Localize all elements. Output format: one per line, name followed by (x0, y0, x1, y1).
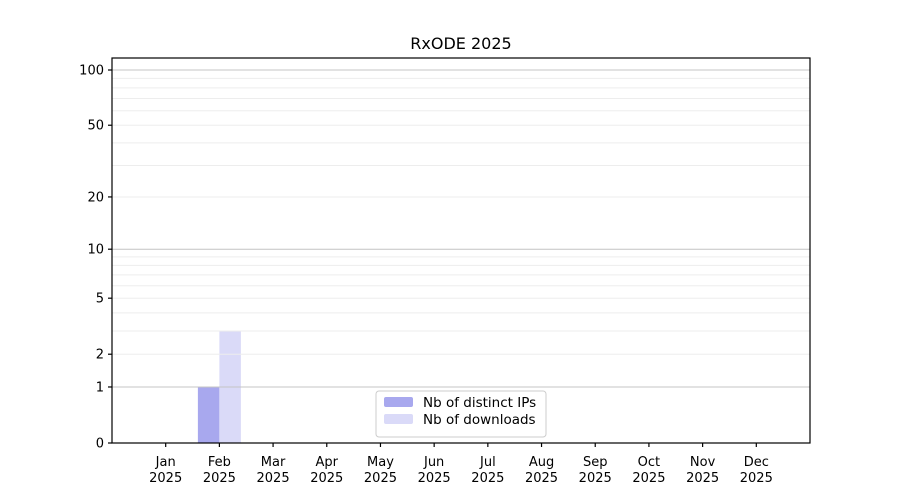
legend-box (375, 390, 547, 438)
x-tick-label-month: Sep (583, 455, 608, 470)
x-tick-label-month: Mar (261, 455, 286, 470)
x-tick-label-year: 2025 (364, 471, 397, 486)
x-tick-label-month: Dec (744, 455, 769, 470)
x-tick-label-year: 2025 (310, 471, 343, 486)
y-tick-label: 50 (87, 119, 104, 134)
legend-label-series1: Nb of downloads (423, 412, 536, 428)
x-tick-label-year: 2025 (203, 471, 236, 486)
x-tick-label-month: Nov (690, 455, 716, 470)
x-tick-label-year: 2025 (257, 471, 290, 486)
legend-swatch-series0 (384, 397, 413, 407)
x-tick-label-month: May (367, 455, 394, 470)
x-tick-label-year: 2025 (418, 471, 451, 486)
bar-feb-series0 (197, 386, 220, 443)
legend-label-series0: Nb of distinct IPs (423, 395, 536, 411)
x-tick-label-year: 2025 (149, 471, 182, 486)
x-tick-label-month: Aug (529, 455, 554, 470)
x-tick-label-year: 2025 (525, 471, 558, 486)
y-tick-label: 1 (96, 380, 104, 395)
x-tick-label-year: 2025 (471, 471, 504, 486)
x-tick-label-month: Apr (316, 455, 339, 470)
x-tick-label-year: 2025 (579, 471, 612, 486)
x-tick-label-month: Feb (208, 455, 231, 470)
x-tick-label-month: Jul (479, 455, 496, 470)
chart-title: RxODE 2025 (410, 34, 512, 53)
y-tick-label: 0 (96, 437, 104, 452)
x-tick-label-year: 2025 (740, 471, 773, 486)
x-tick-label-month: Jun (423, 455, 444, 470)
legend-swatch-series1 (384, 414, 413, 424)
x-tick-label-year: 2025 (632, 471, 665, 486)
x-tick-label-year: 2025 (686, 471, 719, 486)
y-tick-label: 5 (96, 292, 104, 307)
plot-border (111, 57, 811, 444)
y-tick-label: 2 (96, 348, 104, 363)
y-tick-label: 100 (79, 64, 104, 79)
y-tick-label: 20 (87, 190, 104, 205)
x-tick-label-month: Jan (155, 455, 176, 470)
y-tick-label: 10 (87, 243, 104, 258)
x-tick-label-month: Oct (638, 455, 660, 470)
